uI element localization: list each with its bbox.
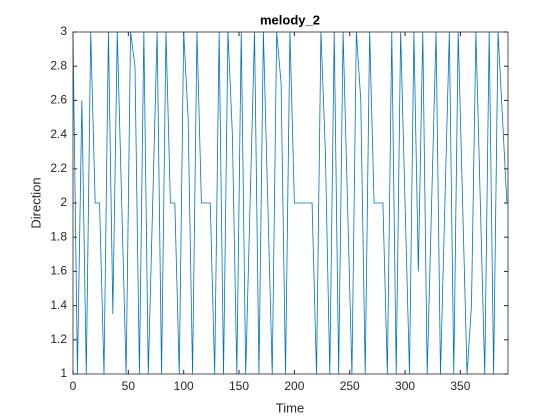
x-tick-label: 250 xyxy=(340,379,360,393)
x-tick-label: 350 xyxy=(450,379,470,393)
x-axis-label: Time xyxy=(276,400,304,415)
x-tick-label: 200 xyxy=(284,379,304,393)
x-tick-label: 300 xyxy=(395,379,415,393)
y-tick-label: 2.6 xyxy=(50,93,67,107)
x-tick-label: 0 xyxy=(70,379,77,393)
axes-box xyxy=(72,31,509,375)
y-tick-label: 1 xyxy=(60,366,67,380)
y-tick-label: 2.8 xyxy=(50,58,67,72)
y-tick-label: 1.4 xyxy=(50,298,67,312)
y-tick-label: 1.6 xyxy=(50,264,67,278)
chart-title: melody_2 xyxy=(260,12,320,27)
y-tick-label: 2.2 xyxy=(50,161,67,175)
x-tick-label: 100 xyxy=(174,379,194,393)
y-tick-label: 1.2 xyxy=(50,332,67,346)
y-axis-label: Direction xyxy=(28,177,43,228)
x-tick-label: 150 xyxy=(229,379,249,393)
x-tick-label: 50 xyxy=(122,379,136,393)
y-tick-label: 2.4 xyxy=(50,127,67,141)
y-tick-label: 1.8 xyxy=(50,229,67,243)
y-tick-label: 3 xyxy=(60,24,67,38)
y-tick-label: 2 xyxy=(60,195,67,209)
